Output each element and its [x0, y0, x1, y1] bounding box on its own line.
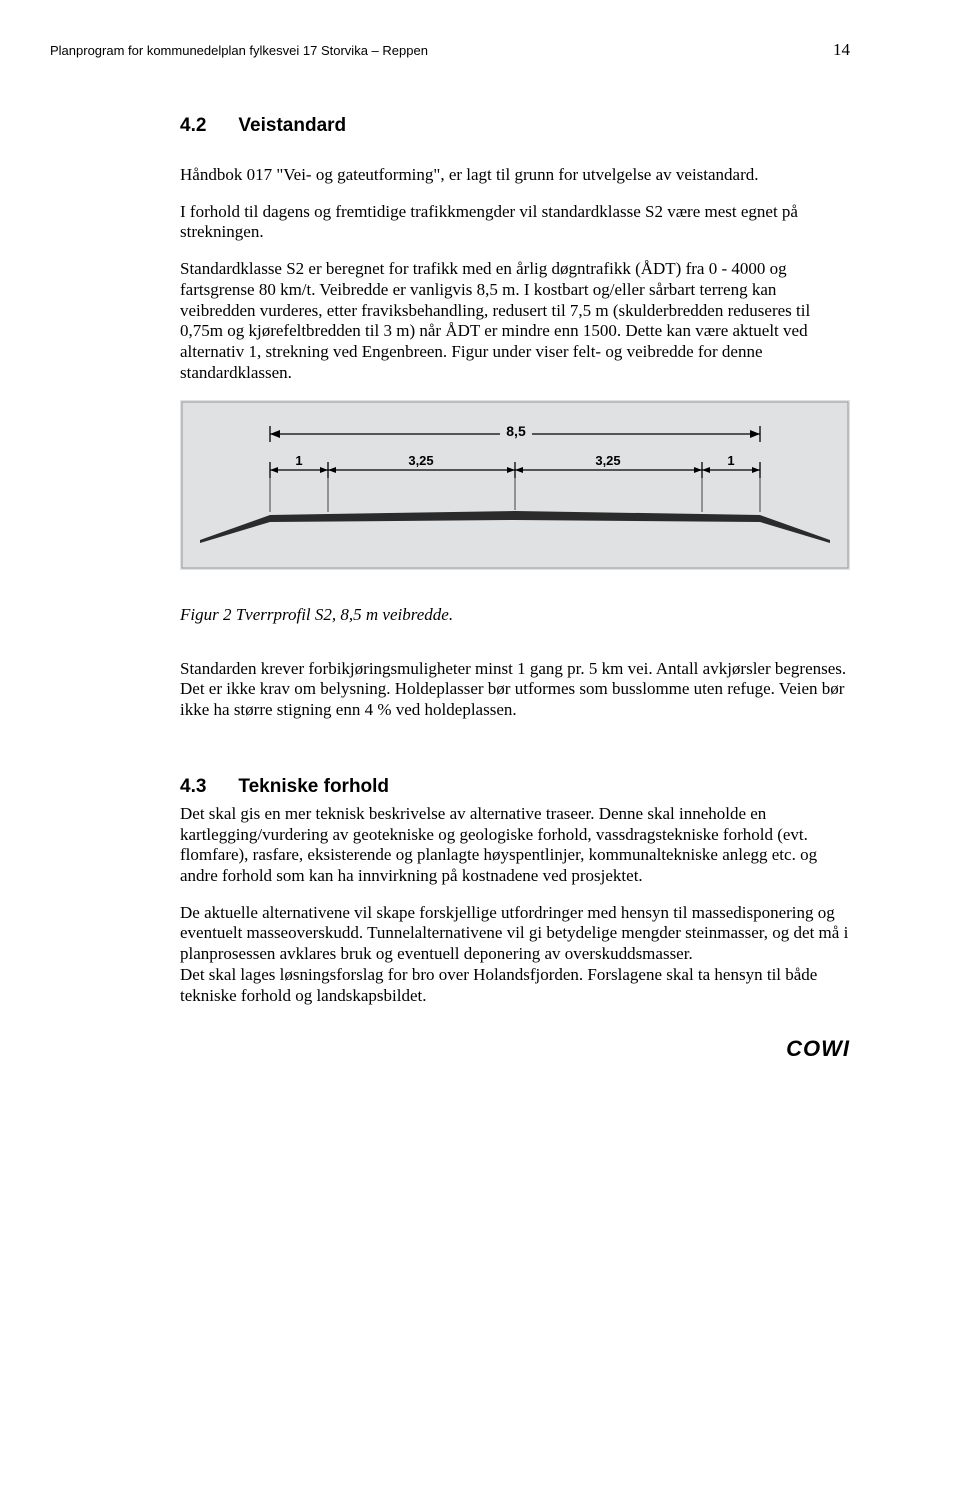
sec43-para3: Det skal lages løsningsforslag for bro o… [180, 965, 850, 1006]
footer-logo-wrap: COWI [180, 1036, 850, 1062]
section-title-43: Tekniske forhold [238, 776, 389, 798]
sec42-para2: I forhold til dagens og fremtidige trafi… [180, 202, 850, 243]
seg-label-2: 3,25 [595, 453, 620, 468]
figure-caption: Figur 2 Tverrprofil S2, 8,5 m veibredde. [180, 605, 850, 625]
page-number: 14 [833, 40, 850, 60]
page-container: Planprogram for kommunedelplan fylkesvei… [0, 0, 960, 1112]
header-title: Planprogram for kommunedelplan fylkesvei… [50, 43, 428, 58]
para-standard: Standarden krever forbikjøringsmulighete… [180, 659, 850, 721]
cowi-logo: COWI [786, 1036, 850, 1062]
section-4-2-heading: 4.2 Veistandard [180, 115, 850, 137]
seg-label-0: 1 [295, 453, 302, 468]
dim-total-label: 8,5 [506, 423, 526, 439]
seg-label-3: 1 [727, 453, 734, 468]
sec42-para3: Standardklasse S2 er beregnet for trafik… [180, 259, 850, 383]
section-number-43: 4.3 [180, 776, 206, 798]
section-number: 4.2 [180, 115, 206, 137]
page-header: Planprogram for kommunedelplan fylkesvei… [50, 40, 850, 60]
section-4-3-heading: 4.3 Tekniske forhold [180, 776, 850, 798]
cross-section-svg: 8,5 1 3,25 3,25 1 [180, 400, 850, 570]
seg-label-1: 3,25 [408, 453, 433, 468]
figure-cross-section: 8,5 1 3,25 3,25 1 [180, 400, 850, 575]
sec43-para1: Det skal gis en mer teknisk beskrivelse … [180, 804, 850, 887]
section-title: Veistandard [238, 115, 346, 137]
sec42-para1: Håndbok 017 "Vei- og gateutforming", er … [180, 165, 850, 186]
sec43-para2: De aktuelle alternativene vil skape fors… [180, 903, 850, 965]
